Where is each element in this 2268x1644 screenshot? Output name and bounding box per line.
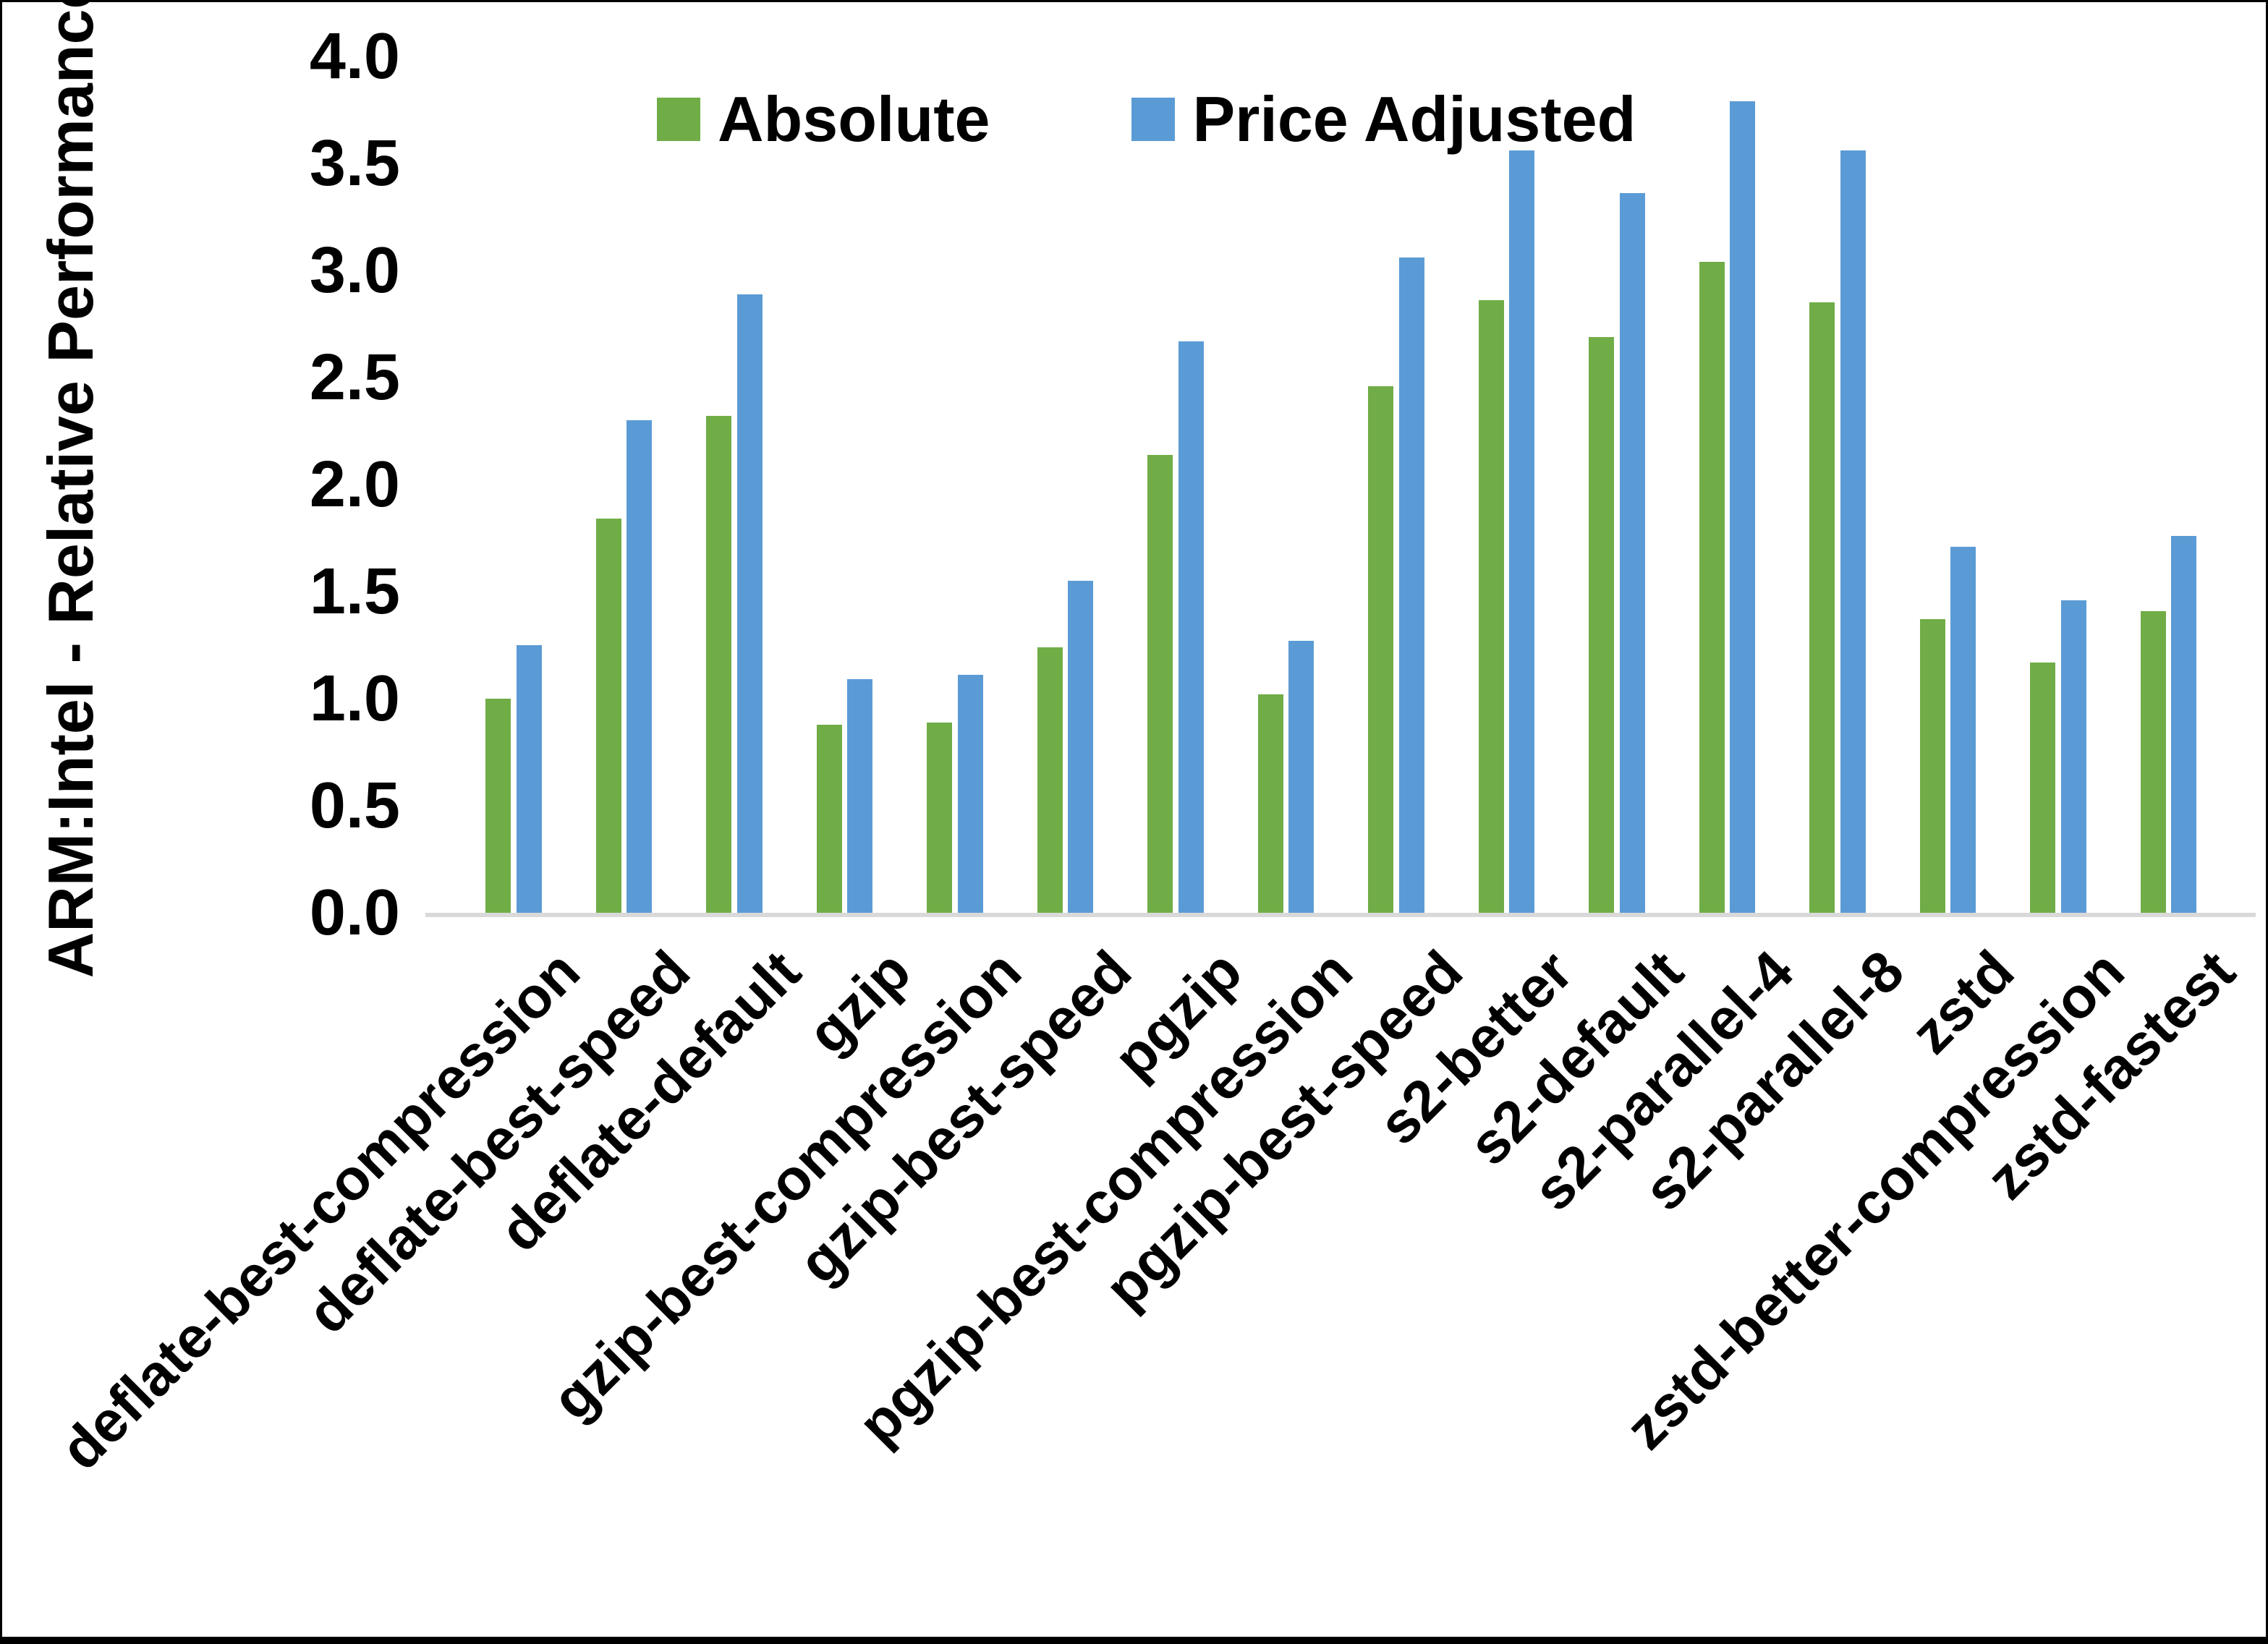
y-tick-label: 1.5 <box>309 555 400 628</box>
bar-absolute-gzip-best-speed <box>1037 647 1063 913</box>
bar-price-adjusted-pgzip-best-compression <box>1288 641 1314 913</box>
legend-swatch-price-adjusted <box>1131 98 1176 141</box>
bar-price-adjusted-s2-better <box>1509 150 1534 913</box>
y-tick-label: 4.0 <box>309 20 400 93</box>
bar-price-adjusted-pgzip-best-speed <box>1398 257 1424 913</box>
bar-price-adjusted-deflate-best-speed <box>627 420 652 913</box>
y-tick-label: 0.5 <box>309 770 400 842</box>
legend-label-absolute: Absolute <box>718 83 990 155</box>
bar-absolute-pgzip-best-speed <box>1368 386 1393 913</box>
bar-absolute-s2-parallel-4 <box>1699 262 1725 913</box>
y-tick-label: 3.0 <box>309 234 400 307</box>
bar-price-adjusted-zstd-better-compression <box>2060 600 2086 913</box>
bar-price-adjusted-gzip-best-compression <box>957 675 983 913</box>
bar-absolute-s2-parallel-8 <box>1809 302 1835 913</box>
bar-absolute-deflate-best-compression <box>485 699 511 913</box>
bar-absolute-zstd-better-compression <box>2030 662 2055 913</box>
y-tick-label: 2.5 <box>309 341 400 414</box>
y-tick-label: 2.0 <box>309 448 400 521</box>
y-tick-label: 3.5 <box>309 127 400 200</box>
bar-absolute-zstd-fastest <box>2140 610 2166 913</box>
bar-price-adjusted-pgzip <box>1178 341 1204 913</box>
bar-absolute-s2-default <box>1589 336 1614 913</box>
legend-item-price-adjusted: Price Adjusted <box>1131 88 1636 151</box>
bar-price-adjusted-s2-default <box>1619 193 1645 913</box>
bar-price-adjusted-s2-parallel-8 <box>1840 150 1866 913</box>
bar-absolute-pgzip-best-compression <box>1257 694 1283 913</box>
x-axis-line <box>425 913 2256 917</box>
bar-price-adjusted-deflate-default <box>736 294 763 913</box>
legend: Absolute Price Adjusted <box>657 88 1636 151</box>
legend-item-absolute: Absolute <box>657 88 990 151</box>
y-tick-label: 1.0 <box>309 663 400 735</box>
bar-absolute-deflate-best-speed <box>595 519 621 913</box>
bar-absolute-s2-better <box>1478 300 1504 913</box>
bar-price-adjusted-zstd-fastest <box>2171 536 2196 913</box>
bar-price-adjusted-gzip-best-speed <box>1068 581 1093 913</box>
bar-price-adjusted-zstd <box>1950 546 1976 913</box>
bar-absolute-gzip-best-compression <box>927 722 952 913</box>
y-axis-title: ARM:Intel - Relative Performance <box>35 0 106 979</box>
bar-absolute-gzip <box>816 724 842 913</box>
bar-absolute-deflate-default <box>706 416 731 913</box>
bar-absolute-zstd <box>1919 619 1945 913</box>
bar-price-adjusted-deflate-best-compression <box>516 645 542 913</box>
bar-price-adjusted-gzip <box>847 679 872 913</box>
bar-absolute-pgzip <box>1147 454 1173 913</box>
bar-price-adjusted-s2-parallel-4 <box>1730 101 1755 913</box>
y-tick-label: 0.0 <box>309 877 400 949</box>
legend-swatch-absolute <box>657 98 700 141</box>
legend-label-price-adjusted: Price Adjusted <box>1192 83 1636 155</box>
